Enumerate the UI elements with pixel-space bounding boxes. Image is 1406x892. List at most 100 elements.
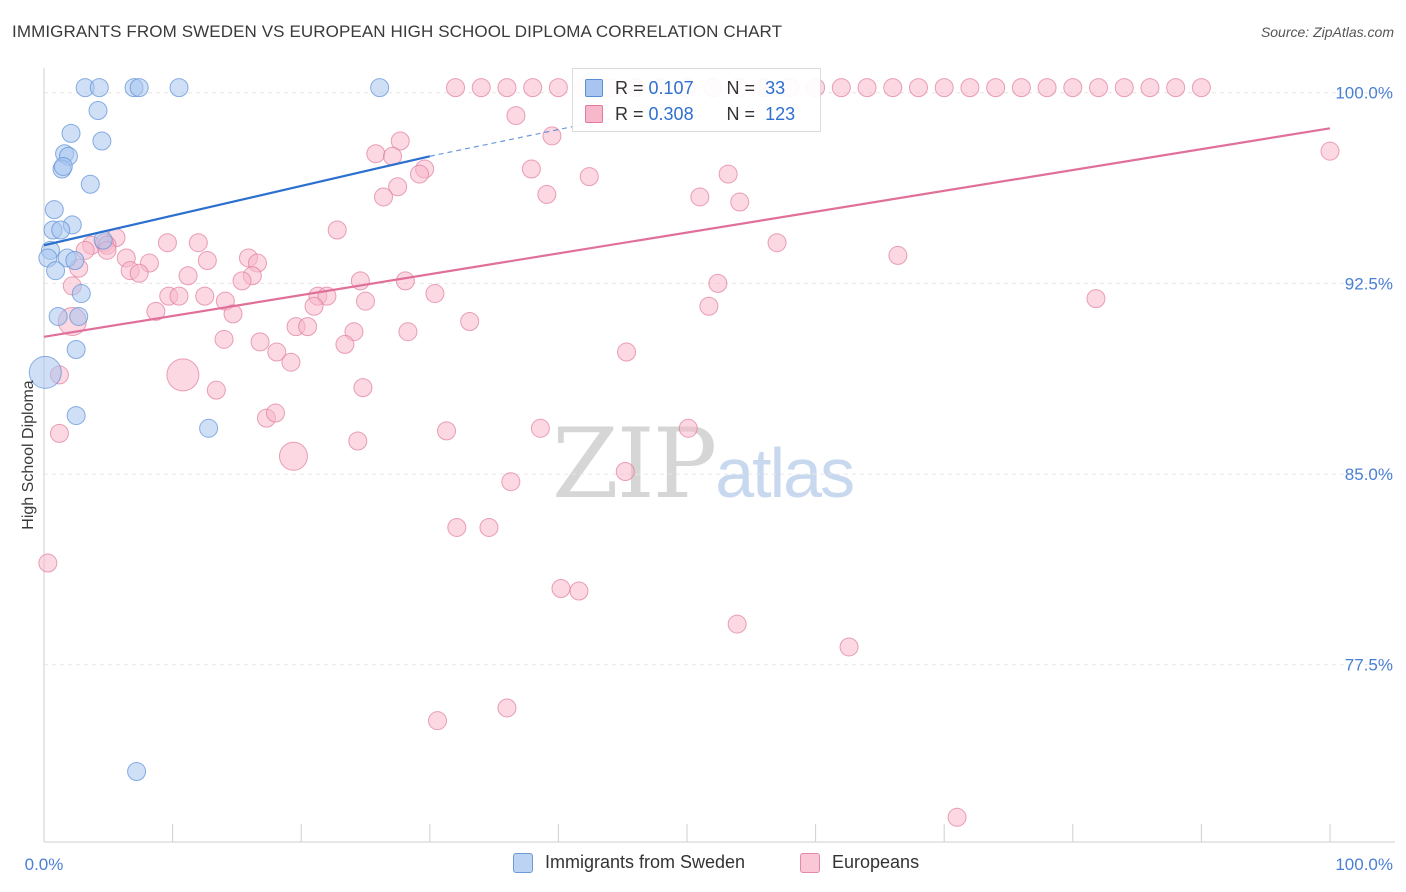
europeans-point [1089, 78, 1109, 98]
europeans-point [497, 698, 517, 718]
europeans-point [839, 637, 859, 657]
europeans-point [767, 233, 787, 253]
europeans-point [374, 187, 394, 207]
sweden-point [88, 101, 108, 121]
europeans-point [265, 403, 285, 423]
europeans-point [506, 106, 526, 126]
sweden-point [46, 261, 66, 281]
europeans-point [699, 296, 719, 316]
europeans-point [390, 131, 410, 151]
sweden-point [127, 762, 147, 782]
y-axis-label: High School Diploma [20, 380, 37, 530]
europeans-point [267, 342, 287, 362]
europeans-point [1011, 78, 1031, 98]
watermark-atlas: atlas [715, 434, 855, 512]
europeans-point [327, 220, 347, 240]
europeans-point [388, 177, 408, 197]
europeans-point [530, 418, 550, 438]
europeans-point [947, 807, 967, 827]
sweden-point [28, 355, 62, 389]
sweden-point [53, 156, 73, 176]
sweden-trendline [43, 155, 431, 247]
x-tick-label: 100.0% [1335, 855, 1393, 874]
europeans-point [831, 78, 851, 98]
source-label: Source: ZipAtlas.com [1260, 24, 1394, 40]
europeans-point [542, 126, 562, 146]
europeans-point [169, 286, 189, 306]
europeans-point [1320, 141, 1340, 161]
chart-title: IMMIGRANTS FROM SWEDEN VS EUROPEAN HIGH … [12, 22, 783, 41]
europeans-point [223, 304, 243, 324]
sweden-point [66, 339, 86, 359]
legend-r-value: 0.308 [648, 103, 694, 124]
europeans-point [1086, 289, 1106, 309]
sweden-point [48, 306, 68, 326]
europeans-point [356, 291, 375, 311]
europeans-point [146, 301, 166, 321]
europeans-point [188, 233, 208, 253]
europeans-point [278, 441, 308, 471]
trend-layer [43, 102, 1331, 338]
legend-n-value: 33 [765, 77, 786, 98]
y-tick-label: 77.5% [1345, 656, 1393, 675]
europeans-point [537, 184, 557, 204]
axis-layer [43, 68, 1395, 843]
sweden-point [51, 220, 71, 240]
europeans-point [446, 78, 466, 98]
europeans-point [617, 342, 637, 362]
legend-swatch-europeans [585, 105, 603, 123]
europeans-point [579, 167, 599, 187]
legend-item-sweden[interactable]: Immigrants from Sweden [513, 852, 745, 873]
legend-row-europeans: R = 0.308 N = 123 [585, 101, 795, 127]
europeans-point [366, 144, 386, 164]
legend-row-sweden: R = 0.107 N = 33 [585, 75, 785, 101]
europeans-point [1166, 78, 1186, 98]
europeans-point [447, 517, 467, 537]
europeans-point [298, 317, 318, 337]
europeans-point [934, 78, 954, 98]
legend-label-sweden: Immigrants from Sweden [545, 852, 746, 872]
europeans-point [428, 711, 448, 731]
sweden-point [44, 200, 64, 220]
legend-swatch-sweden [585, 79, 603, 97]
europeans-point [521, 159, 541, 179]
legend-label-europeans: Europeans [832, 852, 920, 872]
label-layer: 100.0% 92.5% 85.0% 77.5% 0.0% 100.0% High Scho… [20, 84, 1393, 874]
sweden-point [66, 406, 86, 426]
europeans-point [398, 322, 418, 342]
sweden-point [61, 123, 81, 143]
europeans-point [195, 286, 215, 306]
europeans-point [1063, 78, 1083, 98]
legend-item-europeans[interactable]: Europeans [800, 852, 919, 873]
europeans-point [523, 78, 543, 98]
correlation-legend: R = 0.107 N = 33 R = 0.308 N = 123 [572, 68, 821, 132]
sweden-point [129, 78, 149, 98]
europeans-point [883, 78, 903, 98]
sweden-point [71, 284, 91, 304]
europeans-point [569, 581, 589, 601]
europeans-point [425, 284, 445, 304]
europeans-point [304, 296, 324, 316]
europeans-point [395, 271, 415, 291]
europeans-point [718, 164, 738, 184]
europeans-point [471, 78, 491, 98]
europeans-point [479, 517, 499, 537]
europeans-point [497, 78, 517, 98]
europeans-point [166, 358, 200, 392]
legend-swatch-sweden [513, 852, 533, 873]
sweden-point [92, 131, 112, 151]
europeans-point [986, 78, 1006, 98]
sweden-point [169, 78, 189, 98]
sweden-point [199, 418, 219, 438]
europeans-point [727, 614, 747, 634]
europeans-point [38, 553, 58, 573]
europeans-point [197, 251, 217, 271]
europeans-point [348, 431, 368, 451]
europeans-point [730, 192, 750, 212]
europeans-point [157, 233, 177, 253]
legend-n-label: N = [726, 103, 756, 124]
europeans-point [551, 578, 571, 598]
grid-layer [44, 92, 1395, 666]
legend-r-label: R = [615, 77, 644, 98]
europeans-point [232, 271, 252, 291]
